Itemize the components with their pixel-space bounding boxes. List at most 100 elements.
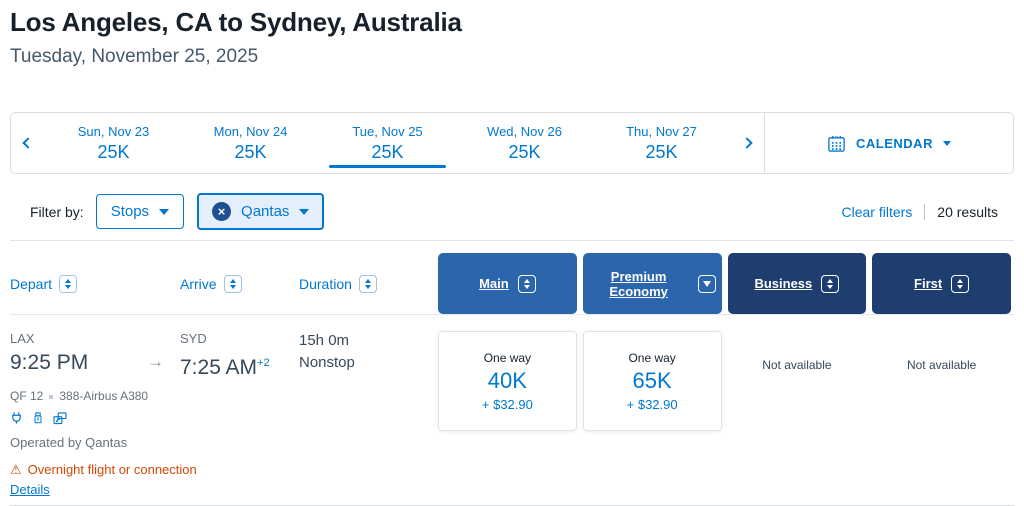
flight-meta: QF 12 388-Airbus A380 [10, 390, 435, 403]
cabin-button-premium-economy[interactable]: Premium Economy [582, 253, 722, 314]
chevron-left-icon [22, 137, 34, 149]
tab-miles-label: 25K [508, 141, 541, 162]
sort-updown-icon [951, 274, 970, 293]
date-tabs: Sun, Nov 23 25K Mon, Nov 24 25K Tue, Nov… [45, 113, 730, 173]
fare-cells: One way 40K + $32.90 One way 65K + $32.9… [435, 331, 1014, 431]
trip-type-label: One way [483, 350, 532, 365]
page-subtitle: Tuesday, November 25, 2025 [10, 46, 259, 67]
origin-airport-code: LAX [10, 331, 35, 346]
overnight-warning: ⚠ Overnight flight or connection [10, 462, 435, 477]
entertainment-icon [53, 411, 67, 425]
tab-date-label: Wed, Nov 26 [487, 123, 562, 139]
depart-time: 9:25 PM [10, 351, 89, 374]
sort-updown-icon [821, 274, 840, 293]
destination-airport-code: SYD [180, 331, 207, 346]
flight-result-row: LAX 9:25 PM → SYD 7:25 AM+2 15h 0m Nonst… [10, 331, 1014, 506]
caret-down-icon [299, 208, 310, 215]
tab-miles-label: 25K [371, 141, 404, 162]
sort-arrive[interactable]: Arrive [180, 253, 299, 314]
next-dates-button[interactable] [730, 113, 764, 173]
sort-depart[interactable]: Depart [10, 253, 180, 314]
date-tab-thu-nov-27[interactable]: Thu, Nov 27 25K [593, 113, 730, 173]
warning-icon: ⚠ [10, 462, 22, 477]
arrow-right-icon: → [147, 352, 164, 371]
flight-number: QF 12 [10, 389, 44, 403]
cabin-button-main[interactable]: Main [438, 253, 577, 314]
calendar-label: CALENDAR [856, 135, 933, 151]
fare-card-main[interactable]: One way 40K + $32.90 [438, 331, 577, 431]
tab-date-label: Mon, Nov 24 [213, 123, 288, 139]
sort-updown-icon [517, 274, 536, 293]
arrive-cell: SYD 7:25 AM+2 [180, 331, 299, 381]
prev-dates-button[interactable] [11, 113, 45, 173]
cabin-button-business[interactable]: Business [727, 253, 867, 314]
duration-column-label: Duration [299, 275, 352, 292]
fare-taxes: + $32.90 [481, 396, 533, 412]
divider [10, 240, 1014, 241]
fare-cell-business: Not available [728, 331, 867, 372]
airline-filter-qantas[interactable]: × Qantas [197, 193, 325, 230]
cabin-label-main: Main [479, 276, 509, 291]
flight-info: LAX 9:25 PM → SYD 7:25 AM+2 15h 0m Nonst… [10, 331, 435, 499]
cabin-label-first: First [914, 276, 943, 291]
dropdown-down-icon [697, 274, 716, 293]
arrive-time: 7:25 AM+2 [180, 350, 299, 381]
trip-type-label: One way [628, 350, 676, 365]
divider [924, 203, 926, 220]
tab-miles-label: 25K [97, 141, 130, 162]
cabin-button-first[interactable]: First [872, 253, 1011, 314]
duration-cell: 15h 0m Nonstop [299, 331, 435, 381]
clear-filters-link[interactable]: Clear filters [841, 203, 913, 220]
details-link[interactable]: Details [10, 482, 50, 497]
date-tab-tue-nov-25-selected[interactable]: Tue, Nov 25 25K [319, 113, 456, 173]
fare-miles: 65K [632, 367, 672, 393]
arrive-column-label: Arrive [180, 275, 217, 292]
not-available-label: Not available [762, 358, 832, 372]
fare-cell-main: One way 40K + $32.90 [438, 331, 577, 431]
remove-filter-icon[interactable]: × [212, 202, 232, 221]
date-tab-sun-nov-23[interactable]: Sun, Nov 23 25K [45, 113, 182, 173]
stops-label: Nonstop [299, 354, 355, 371]
aircraft-type: 388-Airbus A380 [59, 389, 149, 403]
calendar-icon [827, 134, 846, 153]
tab-miles-label: 25K [234, 141, 267, 162]
depart-cell: LAX 9:25 PM → [10, 331, 180, 381]
page-title: Los Angeles, CA to Sydney, Australia [10, 7, 462, 37]
fare-cell-first: Not available [872, 331, 1011, 372]
calendar-button[interactable]: CALENDAR [765, 113, 1013, 173]
filter-bar: Filter by: Stops × Qantas Clear filters … [10, 193, 1014, 230]
tab-miles-label: 25K [645, 141, 678, 162]
day-offset-badge: +2 [257, 357, 270, 369]
results-header-row: Depart Arrive Duration Main Premium Econ… [10, 253, 1014, 315]
airline-filter-label: Qantas [241, 203, 290, 220]
date-strip: Sun, Nov 23 25K Mon, Nov 24 25K Tue, Nov… [10, 112, 1014, 174]
chevron-right-icon [741, 137, 753, 149]
not-available-label: Not available [906, 358, 977, 372]
depart-column-label: Depart [10, 275, 53, 292]
operated-by-label: Operated by Qantas [10, 435, 128, 450]
date-tab-mon-nov-24[interactable]: Mon, Nov 24 25K [182, 113, 319, 173]
tab-date-label: Sun, Nov 23 [77, 123, 150, 139]
stops-filter-label: Stops [110, 203, 150, 220]
caret-down-icon [159, 208, 170, 215]
fare-taxes: + $32.90 [626, 396, 678, 412]
cabin-label-premium-economy: Premium Economy [609, 268, 668, 299]
tab-date-label: Thu, Nov 27 [626, 123, 697, 139]
usb-icon [32, 411, 44, 425]
amenities [10, 411, 435, 425]
stops-filter-dropdown[interactable]: Stops [95, 194, 185, 229]
arrive-time-value: 7:25 AM [180, 356, 258, 379]
filter-by-label: Filter by: [30, 203, 84, 220]
sort-updown-icon [358, 274, 377, 293]
fare-card-premium-economy[interactable]: One way 65K + $32.90 [582, 331, 722, 431]
cabin-buttons: Main Premium Economy Business First [435, 253, 1014, 314]
bullet-separator [49, 394, 54, 399]
fare-cell-premium-economy: One way 65K + $32.90 [582, 331, 722, 431]
cabin-label-business: Business [754, 276, 813, 291]
flight-duration: 15h 0m [299, 332, 350, 349]
warning-text: Overnight flight or connection [27, 462, 197, 477]
sort-duration[interactable]: Duration [299, 253, 435, 314]
power-outlet-icon [10, 411, 23, 425]
date-tab-wed-nov-26[interactable]: Wed, Nov 26 25K [456, 113, 593, 173]
